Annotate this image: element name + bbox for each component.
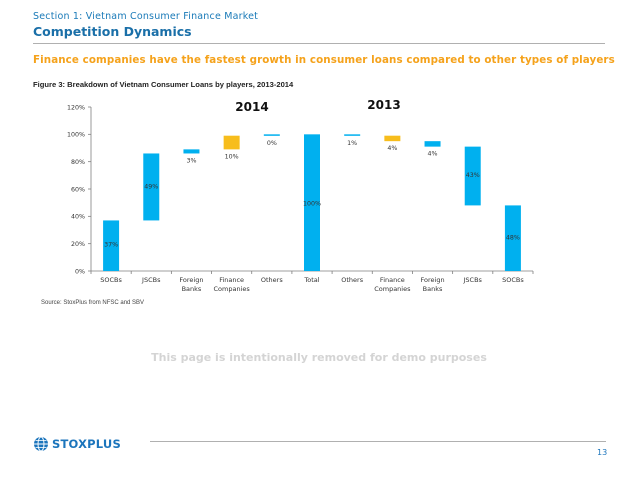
bar	[263, 134, 280, 136]
demo-notice: This page is intentionally removed for d…	[151, 351, 487, 364]
period-label-2013: 2013	[367, 98, 400, 112]
section-label: Section 1: Vietnam Consumer Finance Mark…	[33, 11, 259, 22]
data-label: 49%	[144, 183, 158, 190]
y-tick-label: 40%	[71, 214, 85, 221]
globe-icon	[34, 436, 48, 452]
stoxplus-logo: STOXPLUS	[33, 436, 121, 452]
bar	[143, 153, 160, 221]
y-tick-label: 0%	[75, 268, 85, 275]
category-label: Others	[341, 276, 363, 284]
bar	[424, 141, 441, 147]
category-label: JSCBs	[141, 276, 161, 284]
data-label: 100%	[303, 200, 321, 207]
bar	[304, 134, 320, 271]
page-number: 13	[597, 448, 608, 457]
bar	[384, 135, 401, 142]
y-tick-label: 80%	[71, 159, 85, 166]
bar	[504, 205, 521, 271]
footer-divider	[150, 441, 606, 442]
figure-title: Figure 3: Breakdown of Vietnam Consumer …	[33, 80, 294, 89]
data-label: 37%	[104, 242, 118, 249]
data-label: 0%	[267, 140, 277, 147]
data-label: 10%	[225, 153, 239, 160]
bar	[223, 135, 240, 150]
category-label: Others	[261, 276, 283, 284]
category-label: SOCBs	[100, 276, 122, 284]
data-label: 3%	[186, 157, 196, 164]
y-tick-label: 60%	[71, 186, 85, 193]
data-label: 1%	[347, 140, 357, 147]
category-label: Finance Companies	[213, 276, 250, 293]
y-tick-label: 100%	[67, 132, 85, 139]
category-label: Foreign Banks	[421, 276, 445, 293]
bar	[183, 149, 200, 154]
logo-text: STOXPLUS	[52, 437, 121, 451]
bar	[344, 134, 361, 136]
data-label: 4%	[387, 145, 397, 152]
period-label-2014: 2014	[235, 100, 268, 114]
title-divider	[33, 43, 605, 44]
bar	[103, 220, 120, 271]
category-label: Foreign Banks	[179, 276, 203, 293]
bar	[464, 146, 481, 206]
category-label: JSCBs	[463, 276, 483, 284]
category-label: Finance Companies	[374, 276, 411, 293]
category-label: Total	[303, 276, 319, 284]
waterfall-chart: 0% 20% 40% 60% 80% 100% 120% 37% SOCBs 49% JSCBs 3%…	[67, 98, 534, 293]
y-tick-label: 20%	[71, 241, 85, 248]
headline: Finance companies have the fastest growt…	[33, 54, 615, 66]
category-label: SOCBs	[502, 276, 524, 284]
data-label: 48%	[506, 235, 520, 242]
source-note: Source: StoxPlus from NFSC and SBV	[41, 300, 145, 306]
page-title: Competition Dynamics	[33, 24, 192, 39]
data-label: 4%	[428, 151, 438, 158]
y-tick-label: 120%	[67, 104, 85, 111]
data-label: 43%	[466, 172, 480, 179]
